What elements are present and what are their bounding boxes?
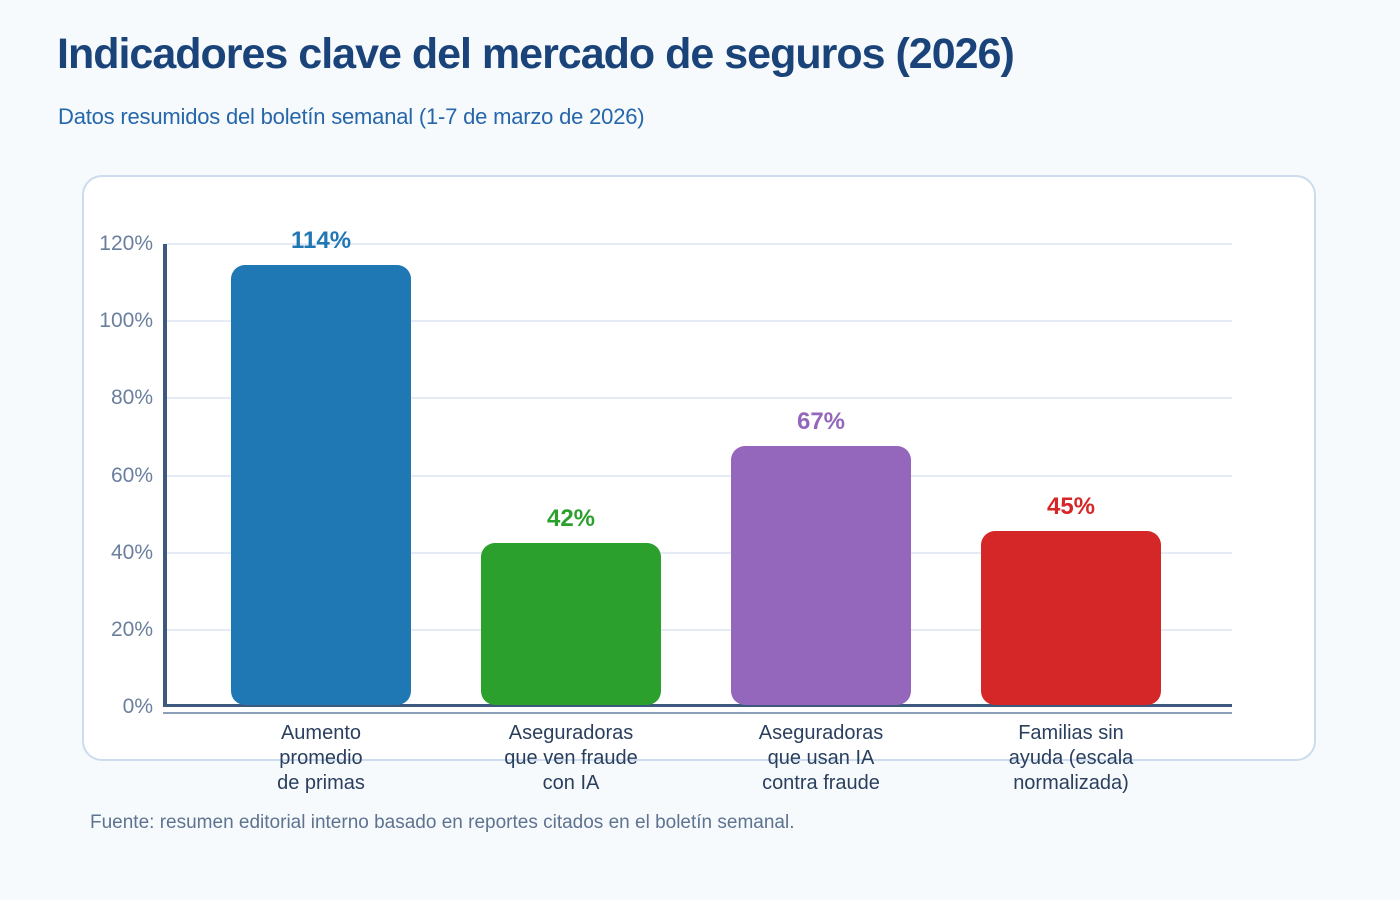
y-axis-line (163, 244, 167, 707)
x-category-label-4: Familias sin ayuda (escala normalizada) (1008, 722, 1134, 794)
y-tick-label-120: 120% (99, 232, 153, 255)
bar-value-label-3: 67% (796, 408, 846, 435)
source-note: Fuente: resumen editorial interno basado… (90, 812, 795, 833)
y-tick-label-40: 40% (110, 540, 153, 564)
gridline-100 (167, 320, 1232, 323)
y-tick-label-60: 60% (110, 463, 153, 487)
bar-value-label-4: 45% (1046, 493, 1096, 520)
x-axis-secondary-line (163, 712, 1232, 714)
gridline-40 (167, 551, 1232, 554)
chart-card: 0% 20% 40% 60% 80% 100% 120% 114% 42% 67% 45% Aume… (82, 175, 1316, 794)
bar-chart-plot-area: 0% 20% 40% 60% 80% 100% 120% 114% 42% 67% 45% (99, 227, 1232, 718)
y-tick-label-0: 0% (122, 695, 153, 718)
y-tick-label-100: 100% (99, 309, 153, 333)
page-subtitle: Datos resumidos del boletín semanal (1-7… (58, 104, 645, 129)
chart-bar-1 (231, 265, 411, 705)
chart-bar-3 (731, 446, 911, 705)
gridline-20 (167, 628, 1232, 631)
gridline-80 (167, 397, 1232, 400)
bar-value-label-1: 114% (290, 227, 352, 254)
x-category-label-3: Aseguradoras que usan IA contra fraude (758, 722, 884, 794)
page-title: Indicadores clave del mercado de seguros… (57, 30, 1015, 78)
x-axis-line (163, 704, 1232, 707)
gridline-120 (167, 243, 1232, 245)
chart-bar-4 (981, 531, 1161, 705)
x-category-label-1: Aumento promedio de primas (277, 722, 365, 794)
chart-bar-2 (481, 543, 661, 705)
y-tick-label-80: 80% (110, 386, 153, 410)
y-tick-label-20: 20% (110, 617, 153, 641)
x-category-label-2: Aseguradoras que ven fraude con IA (504, 722, 638, 794)
gridline-60 (167, 474, 1232, 477)
bar-value-label-2: 42% (546, 505, 596, 532)
